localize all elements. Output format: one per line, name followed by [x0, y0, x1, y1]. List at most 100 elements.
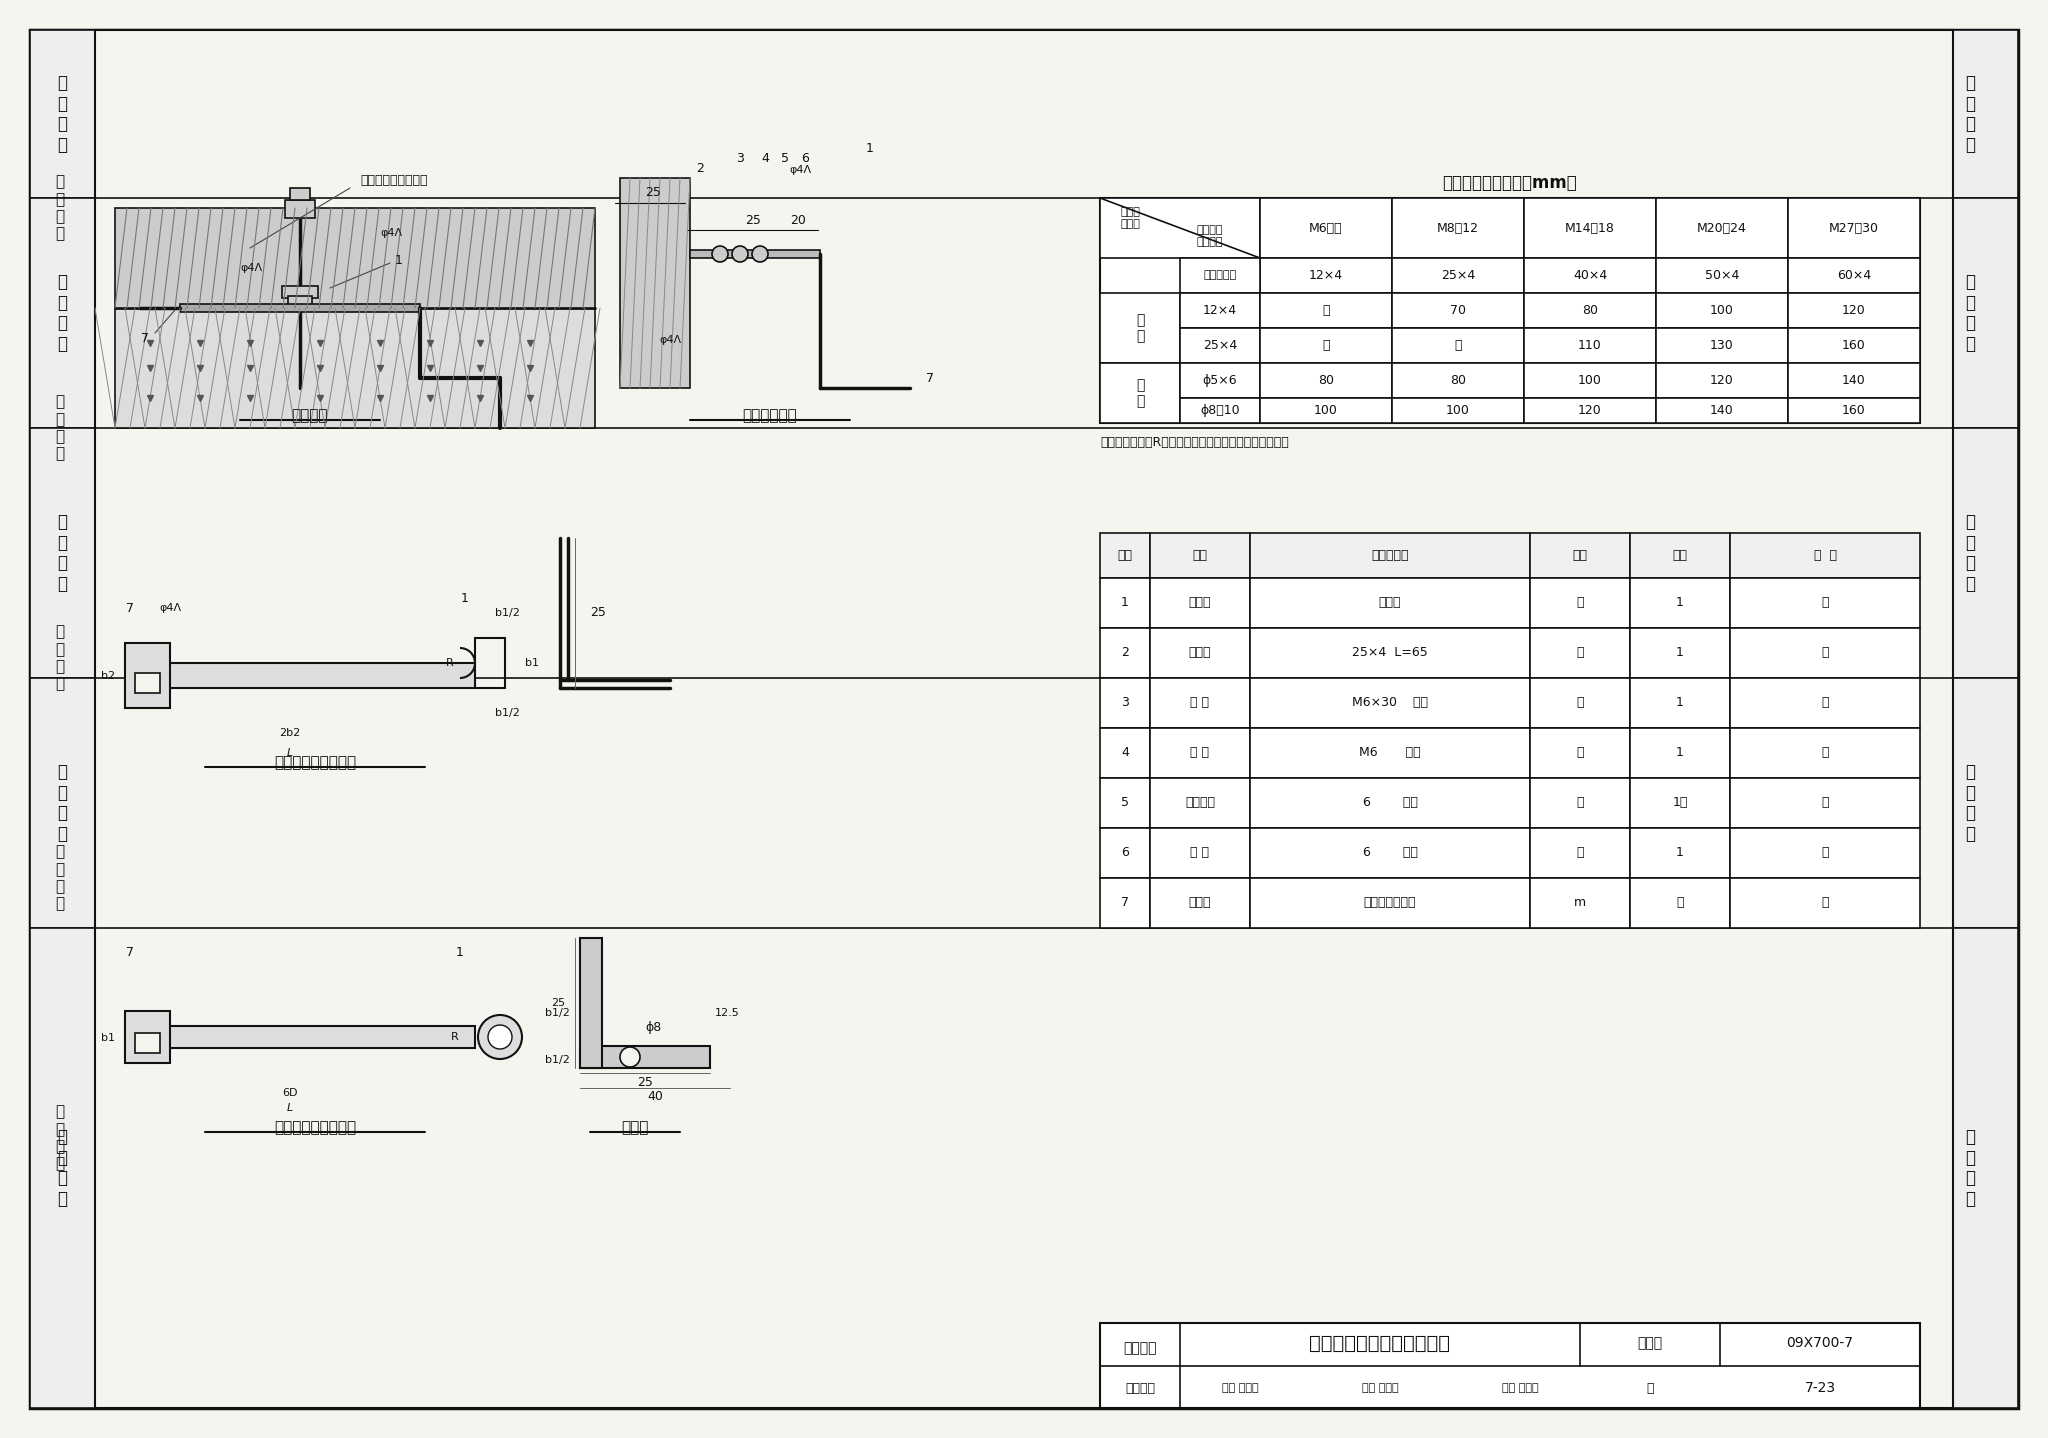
Text: 1: 1	[1120, 597, 1128, 610]
Text: 供
电
电
源: 供 电 电 源	[1964, 273, 1974, 354]
Bar	[1630, 778, 1731, 828]
Bar	[1530, 533, 1630, 578]
Text: 140: 140	[1841, 374, 1866, 387]
Text: b1: b1	[524, 659, 539, 669]
Bar	[285, 200, 315, 219]
Text: M6以下: M6以下	[1309, 221, 1343, 234]
Bar	[31, 928, 94, 1408]
Text: 缆
线
敷
设: 缆 线 敷 设	[55, 624, 66, 692]
Bar	[1731, 578, 1921, 628]
Bar	[1731, 677, 1921, 728]
Text: 3: 3	[1120, 696, 1128, 709]
Text: M20～24: M20～24	[1698, 221, 1747, 234]
Text: φ4Λ: φ4Λ	[788, 165, 811, 175]
Text: 个: 个	[1577, 797, 1583, 810]
Text: 1: 1	[1675, 597, 1683, 610]
Bar	[1788, 198, 1921, 257]
Text: 5: 5	[780, 151, 788, 164]
Bar	[1657, 328, 1788, 362]
Bar	[1731, 778, 1921, 828]
Text: 接地线规格: 接地线规格	[1204, 270, 1237, 280]
Text: 垫 圈: 垫 圈	[1190, 847, 1210, 860]
Bar	[1524, 198, 1657, 257]
Text: 螺 母: 螺 母	[1190, 746, 1210, 759]
Text: 80: 80	[1450, 374, 1466, 387]
Text: 7: 7	[926, 371, 934, 384]
Bar	[1731, 828, 1921, 879]
Bar	[1524, 362, 1657, 398]
Text: 140: 140	[1710, 404, 1735, 417]
Text: 7: 7	[127, 946, 133, 959]
Bar	[1630, 728, 1731, 778]
Bar	[291, 188, 309, 200]
Bar	[1524, 328, 1657, 362]
Bar	[283, 286, 317, 298]
Text: φ4Λ: φ4Λ	[160, 603, 180, 613]
Text: 25×4: 25×4	[1442, 269, 1475, 282]
Text: 100: 100	[1315, 404, 1337, 417]
Bar	[1249, 879, 1530, 928]
Text: b1/2: b1/2	[545, 1055, 569, 1066]
Text: －: －	[1675, 896, 1683, 909]
Text: 25: 25	[637, 1077, 653, 1090]
Bar	[1249, 828, 1530, 879]
Text: 160: 160	[1841, 339, 1866, 352]
Bar	[31, 429, 94, 677]
Circle shape	[477, 1015, 522, 1058]
Bar	[1530, 628, 1630, 677]
Bar	[1260, 257, 1393, 293]
Text: M6       镀锌: M6 镀锌	[1360, 746, 1421, 759]
Text: 4: 4	[1120, 746, 1128, 759]
Text: 设备外露导电部分接地安装: 设备外露导电部分接地安装	[1309, 1333, 1450, 1353]
Text: －: －	[1821, 896, 1829, 909]
Bar	[1151, 778, 1249, 828]
Bar	[180, 303, 420, 312]
Text: 防雷接地: 防雷接地	[1124, 1382, 1155, 1395]
Bar	[156, 1025, 475, 1048]
Text: 130: 130	[1710, 339, 1735, 352]
Text: 100: 100	[1579, 374, 1602, 387]
Bar	[1260, 293, 1393, 328]
Text: ϕ8～10: ϕ8～10	[1200, 404, 1239, 417]
Text: 审核 李淑本: 审核 李淑本	[1223, 1383, 1257, 1393]
Text: 25: 25	[745, 213, 762, 227]
Text: 2b2: 2b2	[279, 728, 301, 738]
Bar	[1630, 628, 1731, 677]
Text: 110: 110	[1579, 339, 1602, 352]
Bar	[1954, 429, 2017, 677]
Text: 09X700-7: 09X700-7	[1786, 1336, 1853, 1350]
Bar	[1100, 828, 1151, 879]
Text: 个: 个	[1577, 746, 1583, 759]
Text: 25: 25	[645, 187, 662, 200]
Text: 设
备
安
装: 设 备 安 装	[1964, 762, 1974, 843]
Bar	[1530, 677, 1630, 728]
Text: 数量: 数量	[1673, 549, 1688, 562]
Text: 由工程设计确定: 由工程设计确定	[1364, 896, 1417, 909]
Text: 6: 6	[801, 151, 809, 164]
Text: 1: 1	[395, 253, 403, 266]
Text: －: －	[1454, 339, 1462, 352]
Text: 25×4: 25×4	[1202, 339, 1237, 352]
Text: R: R	[446, 659, 455, 669]
Text: 设
备
安
装: 设 备 安 装	[55, 844, 66, 912]
Text: 7-23: 7-23	[1804, 1380, 1835, 1395]
Bar	[1151, 677, 1249, 728]
Bar	[1249, 533, 1530, 578]
Text: 防
雷
接
地: 防 雷 接 地	[55, 1104, 66, 1172]
Bar	[1180, 257, 1260, 293]
Bar	[1249, 628, 1530, 677]
Text: 见上表: 见上表	[1378, 597, 1401, 610]
Bar	[31, 30, 90, 1408]
Text: 3: 3	[735, 151, 743, 164]
Bar	[1100, 778, 1151, 828]
Bar	[1100, 628, 1151, 677]
Bar	[1630, 578, 1731, 628]
Text: 供
电
电
源: 供 电 电 源	[57, 273, 68, 354]
Text: －: －	[1821, 746, 1829, 759]
Text: m: m	[1575, 896, 1585, 909]
Text: 6        镀锌: 6 镀锌	[1362, 847, 1417, 860]
Text: 设
备
安
装: 设 备 安 装	[57, 762, 68, 843]
Text: 6        镀锌: 6 镀锌	[1362, 797, 1417, 810]
Text: 120: 120	[1579, 404, 1602, 417]
Text: 1．: 1．	[1673, 797, 1688, 810]
